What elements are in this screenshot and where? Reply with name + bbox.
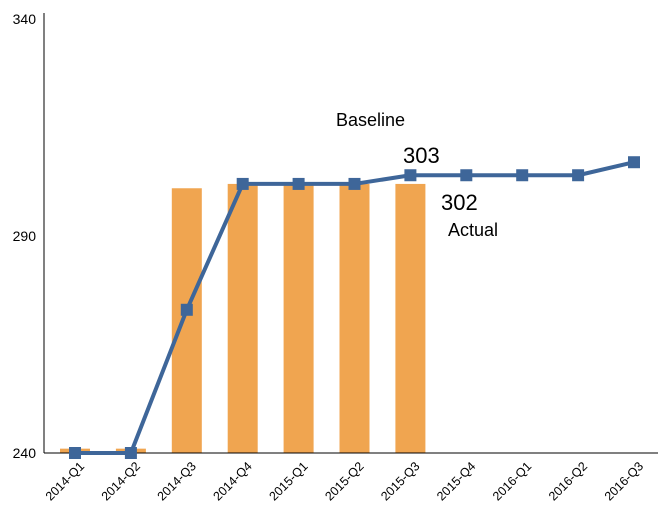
bar-series-actual xyxy=(60,183,426,454)
x-tick-label: 2016-Q3 xyxy=(602,459,646,503)
y-tick-labels: 240 290 340 xyxy=(13,11,37,461)
y-tick-label: 340 xyxy=(13,11,37,27)
annotation-actual-value: 302 xyxy=(441,190,478,215)
bar-2015-Q3 xyxy=(395,183,426,454)
x-tick-label: 2014-Q2 xyxy=(99,459,143,503)
y-tick-label: 240 xyxy=(13,445,37,461)
baseline-point-2015-Q4 xyxy=(460,169,473,182)
baseline-point-2016-Q2 xyxy=(572,169,585,182)
baseline-point-2014-Q1 xyxy=(69,447,81,459)
annotation-baseline-label: Baseline xyxy=(336,110,405,130)
baseline-point-2014-Q4 xyxy=(236,177,249,190)
baseline-point-2015-Q1 xyxy=(292,177,305,190)
bar-2014-Q3 xyxy=(171,188,202,453)
baseline-point-2014-Q3 xyxy=(180,303,193,316)
x-tick-label: 2015-Q1 xyxy=(266,459,310,503)
x-tick-label: 2014-Q3 xyxy=(155,459,199,503)
bar-2014-Q4 xyxy=(227,183,258,454)
x-tick-label: 2016-Q1 xyxy=(490,459,534,503)
x-tick-label: 2015-Q2 xyxy=(322,459,366,503)
x-tick-label: 2016-Q2 xyxy=(546,459,590,503)
baseline-point-2016-Q1 xyxy=(516,169,529,182)
y-tick-label: 290 xyxy=(13,228,37,244)
x-tick-label: 2015-Q4 xyxy=(434,459,478,503)
line-series-baseline xyxy=(69,156,640,459)
baseline-point-2015-Q2 xyxy=(348,177,361,190)
annotation-actual-label: Actual xyxy=(448,220,498,240)
x-tick-label: 2014-Q1 xyxy=(43,459,87,503)
bar-2015-Q1 xyxy=(283,183,314,454)
annotation-baseline-value: 303 xyxy=(403,143,440,168)
baseline-point-2015-Q3 xyxy=(404,169,417,182)
x-tick-label: 2015-Q3 xyxy=(378,459,422,503)
x-tick-labels: 2014-Q1 2014-Q2 2014-Q3 2014-Q4 2015-Q1 2015-… xyxy=(43,459,646,503)
baseline-point-2016-Q3 xyxy=(628,156,640,169)
baseline-point-2014-Q2 xyxy=(124,447,137,459)
x-tick-label: 2014-Q4 xyxy=(211,459,255,503)
bar-2015-Q2 xyxy=(339,183,370,454)
